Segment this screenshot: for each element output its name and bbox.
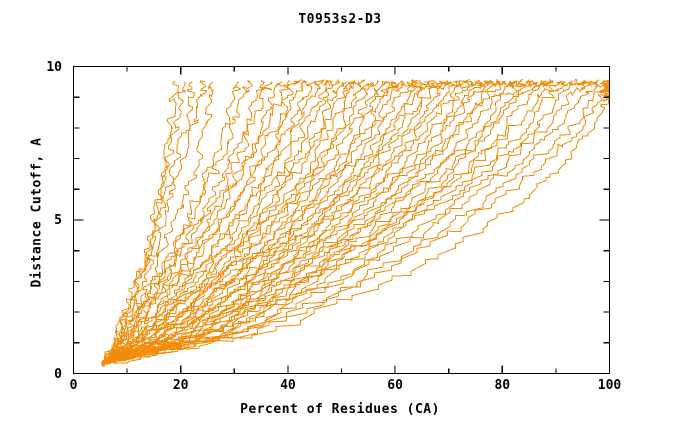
x-tick-label: 40: [280, 378, 296, 393]
x-tick-label: 80: [494, 378, 511, 393]
data-line: [104, 81, 214, 363]
data-line: [104, 79, 610, 364]
y-tick-label: 0: [54, 366, 62, 382]
data-line: [104, 79, 518, 364]
x-tick-label: 0: [69, 378, 78, 393]
data-line: [103, 81, 195, 364]
data-line: [107, 80, 548, 362]
data-line: [110, 81, 273, 360]
data-line: [109, 81, 430, 364]
data-line: [106, 78, 340, 360]
x-axis-label: Percent of Residues (CA): [240, 402, 440, 417]
data-line: [108, 80, 391, 364]
data-line: [112, 77, 500, 361]
data-line: [106, 79, 253, 361]
y-tick-label: 5: [54, 213, 62, 228]
x-tick-label: 100: [597, 378, 622, 393]
data-line: [104, 79, 610, 364]
data-line: [107, 80, 566, 360]
data-line: [106, 79, 421, 364]
data-line: [109, 81, 373, 360]
data-line: [106, 79, 325, 365]
data-line: [105, 79, 600, 364]
data-line: [109, 79, 307, 360]
x-tick-label: 60: [387, 378, 403, 393]
data-line: [105, 81, 186, 363]
data-line: [105, 79, 484, 361]
data-line: [104, 81, 241, 366]
data-line: [103, 80, 398, 364]
x-tick-label: 20: [172, 378, 189, 393]
data-line: [104, 79, 291, 363]
data-series-layer: [101, 77, 610, 367]
data-line: [101, 80, 538, 366]
data-line: [102, 78, 524, 367]
data-line: [107, 79, 366, 364]
y-tick-label: 10: [46, 59, 62, 75]
data-line: [106, 80, 357, 362]
axis-ticks-layer: [72, 65, 611, 375]
data-line: [105, 78, 413, 362]
chart-title: T0953s2-D3: [298, 12, 382, 27]
data-line: [107, 78, 532, 359]
data-line: [106, 79, 333, 365]
data-line: [109, 81, 610, 364]
data-line: [106, 80, 452, 362]
data-line: [108, 78, 470, 361]
